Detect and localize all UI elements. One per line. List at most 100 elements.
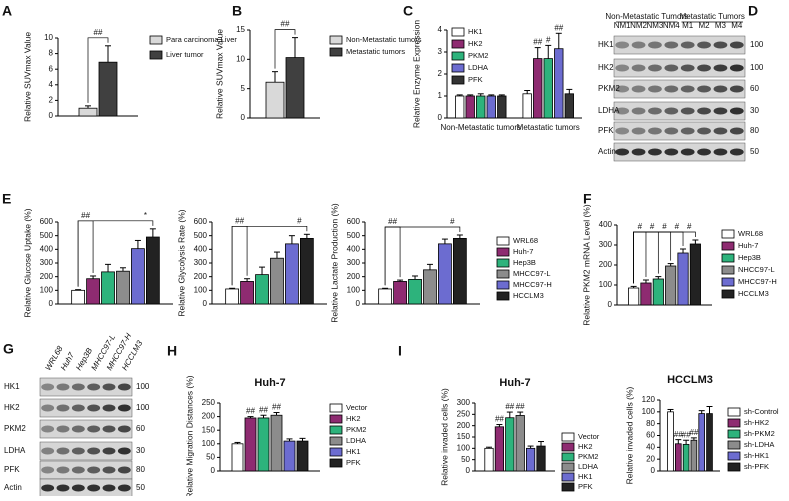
bar — [71, 289, 86, 305]
error-bar — [698, 410, 705, 414]
legend-swatch — [727, 407, 741, 417]
error-bar — [303, 233, 310, 239]
blot-band — [56, 484, 70, 492]
blot-band — [729, 85, 744, 93]
lane-label: NM1 — [614, 21, 631, 30]
y-axis-label: Relative Enzyme Expression — [411, 20, 421, 128]
error-bar — [229, 287, 236, 289]
blot-strip — [613, 79, 746, 99]
panel-label: B — [232, 3, 242, 19]
bracket — [231, 225, 248, 286]
y-tick-label: 250 — [202, 398, 216, 407]
annotation: # — [650, 222, 655, 231]
blot-band — [729, 127, 744, 135]
blot-band — [713, 127, 728, 135]
panel-label: H — [167, 343, 177, 359]
y-tick-label: 100 — [202, 439, 216, 448]
blot-band — [648, 107, 662, 115]
bar — [677, 252, 689, 306]
blot-band — [102, 404, 116, 412]
legend-swatch — [496, 236, 510, 246]
blot-band — [680, 107, 695, 115]
error-bar — [675, 439, 682, 444]
bar — [505, 417, 515, 472]
y-axis-label: Relative Lactate Production (%) — [329, 203, 339, 323]
blot-band — [615, 64, 630, 72]
blot-band — [87, 466, 101, 474]
error-bar — [642, 279, 649, 283]
blot-band — [680, 41, 695, 49]
blot-band — [664, 85, 679, 93]
legend-label: Huh-7 — [738, 241, 758, 250]
legend-swatch — [496, 291, 510, 301]
error-bar — [134, 239, 141, 249]
bar — [78, 107, 98, 117]
bar — [675, 443, 682, 472]
lane-label: M2 — [699, 21, 711, 30]
panel-label: I — [398, 343, 402, 359]
legend-swatch — [721, 265, 735, 275]
y-axis-label: Relative invaded cells (%) — [624, 386, 634, 484]
error-bar — [467, 94, 474, 96]
bar — [265, 81, 285, 119]
row-label: PFK — [598, 126, 614, 135]
row-label: HK1 — [598, 40, 614, 49]
y-tick-label: 2 — [49, 96, 54, 105]
y-tick-label: 120 — [642, 395, 656, 404]
y-tick-label: 10 — [44, 33, 53, 42]
blot-band — [713, 107, 728, 115]
legend-label: LDHA — [578, 462, 598, 471]
blot-band — [729, 64, 744, 72]
error-bar — [286, 438, 293, 442]
blot-band — [102, 466, 116, 474]
blot-band — [41, 425, 55, 433]
y-tick-label: 150 — [457, 432, 471, 441]
chart-title: Huh-7 — [499, 377, 530, 389]
blot-band — [664, 64, 679, 72]
error-bar — [273, 412, 280, 416]
annotation: ## — [81, 211, 90, 220]
y-tick-label: 300 — [347, 258, 361, 267]
annotation: # — [687, 222, 692, 231]
y-tick-label: 0 — [438, 113, 443, 122]
legend-swatch — [721, 241, 735, 251]
legend-label: Vector — [578, 432, 600, 441]
error-bar — [259, 266, 266, 275]
bar — [476, 95, 486, 119]
panel-label: F — [583, 191, 592, 207]
error-bar — [555, 32, 562, 49]
y-tick-label: 200 — [194, 272, 208, 281]
annotation: # — [675, 222, 680, 231]
annotation: ## — [533, 38, 542, 47]
x-tick-label: Non-Metastatic tumors — [441, 123, 521, 132]
legend-label: MHCC97-H — [513, 280, 552, 289]
bar — [438, 243, 452, 305]
y-axis-label: Relative Glucose Uptake (%) — [22, 208, 32, 317]
error-bar — [690, 437, 697, 441]
error-bar — [667, 263, 674, 266]
annotation: ## — [674, 430, 683, 439]
x-tick-label: Metastatic tumors — [517, 123, 580, 132]
annotation: ## — [682, 430, 691, 439]
error-bar — [496, 424, 503, 427]
bar — [690, 439, 698, 472]
bar — [101, 271, 115, 305]
blot-band — [71, 466, 85, 474]
legend-swatch — [561, 432, 575, 442]
annotation: ## — [388, 217, 397, 226]
lane-group-label: Metastatic Tumors — [680, 12, 745, 21]
row-label: HK1 — [4, 382, 20, 391]
legend-swatch — [561, 452, 575, 462]
error-bar — [119, 267, 126, 272]
legend-label: sh-HK1 — [744, 451, 769, 460]
marker-label: 80 — [750, 126, 759, 135]
blot-band — [117, 383, 131, 391]
blot-band — [680, 127, 695, 135]
blot-band — [729, 107, 744, 115]
legend-swatch — [561, 462, 575, 472]
legend-label: PFK — [578, 482, 593, 491]
legend-label: HK1 — [346, 447, 361, 456]
error-bar — [397, 279, 404, 282]
legend-label: MHCC97-H — [738, 277, 777, 286]
legend-label: Hep3B — [513, 258, 536, 267]
